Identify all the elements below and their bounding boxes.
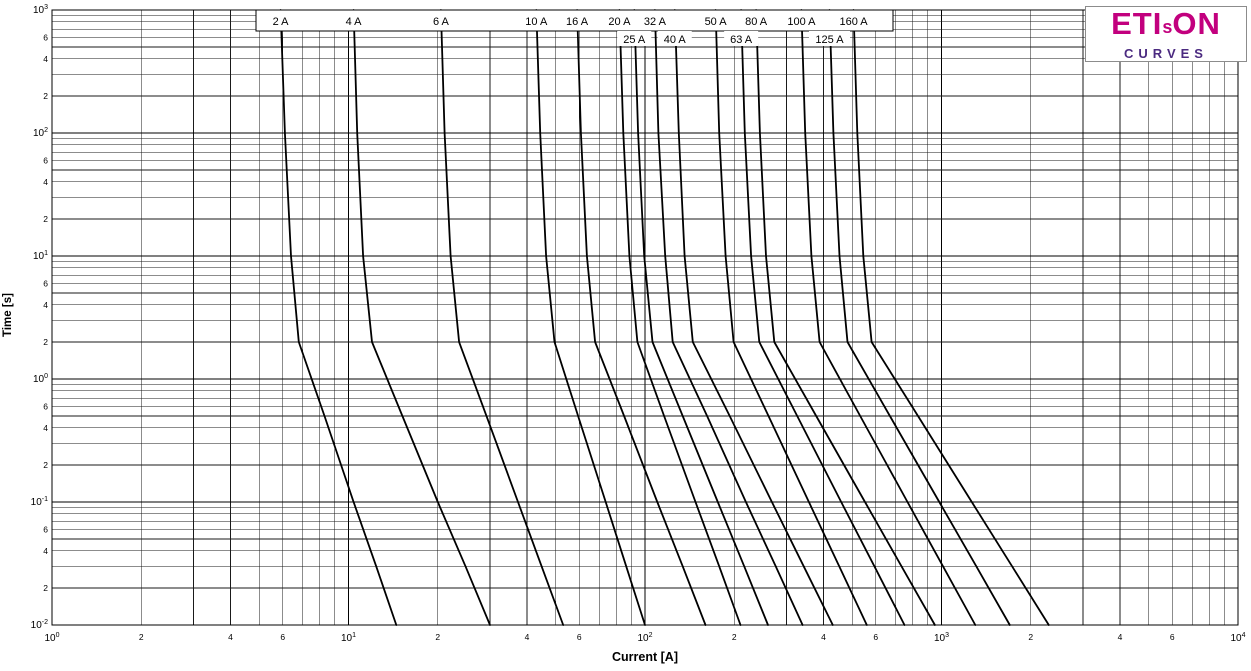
tick-label-minor-x: 2 [139,632,144,642]
tick-label-major: 104 [1230,632,1245,644]
curve-10A [535,9,646,626]
tick-label-minor-y: 6 [43,524,48,534]
tick-label-major: 100 [44,632,59,644]
tick-label-minor-x: 4 [821,632,826,642]
tick-label-minor-y: 4 [43,54,48,64]
tick-label-minor-y: 6 [43,278,48,288]
curve-25A [633,9,769,626]
y-axis-title: Time [s] [2,293,14,337]
tick-label-minor-x: 6 [873,632,878,642]
tick-label-major: 101 [341,632,356,644]
curve-32A [654,9,804,626]
curve-6A [440,9,565,626]
logo-wordmark: ETIsON [1086,6,1246,45]
curve-label-6A: 6 A [433,16,450,28]
tick-label-minor-y: 4 [43,423,48,433]
curve-label-bg [617,31,652,46]
tick-label-minor-y: 6 [43,32,48,42]
curve-label-4A: 4 A [346,16,363,28]
curve-labels: 2 A 4 A 6 A 10 A 16 A 20 A 25 A 32 A 40 A 50 A63 … [255,9,894,46]
tick-label-major: 10-1 [31,496,48,508]
curve-label-bg [808,31,850,46]
logo-s-text: s [1162,17,1173,37]
curve-label-80A: 80 A [745,16,768,28]
tick-label-major: 103 [934,632,949,644]
logo-eti-text: ETI [1111,6,1163,41]
tick-label-minor-x: 6 [1170,632,1175,642]
curve-100A [800,9,977,626]
grid [51,9,1239,626]
tick-label-minor-x: 6 [577,632,582,642]
curve-125A [828,9,1011,626]
curves [279,9,1050,626]
tick-label-major: 101 [33,250,48,262]
curve-20A [618,9,742,626]
tick-label-major: 102 [33,127,48,139]
tick-label-major: 100 [33,373,48,385]
tick-label-minor-y: 6 [43,155,48,165]
tick-label-minor-y: 6 [43,401,48,411]
curve-50A [714,9,868,626]
curve-label-40A: 40 A [664,34,687,46]
tick-label-minor-y: 2 [43,583,48,593]
curve-16A [576,9,707,626]
curve-2A [279,9,398,626]
tick-label-minor-x: 4 [228,632,233,642]
curve-label-63A: 63 A [730,34,753,46]
tick-label-minor-y: 4 [43,546,48,556]
tick-label-minor-x: 4 [525,632,530,642]
tick-label-minor-y: 2 [43,460,48,470]
curve-label-2A: 2 A [273,16,290,28]
tick-label-minor-y: 2 [43,337,48,347]
tick-label-minor-x: 2 [1028,632,1033,642]
tick-label-minor-x: 2 [732,632,737,642]
curve-label-bg [657,31,692,46]
tick-label-major: 102 [637,632,652,644]
curve-63A [740,9,906,626]
curve-label-50A: 50 A [705,16,728,28]
curve-label-bg [724,31,759,46]
tick-label-major: 103 [33,4,48,16]
curve-label-32A: 32 A [644,16,667,28]
x-axis-title: Current [A] [612,650,678,664]
logo-on-text: ON [1172,6,1221,41]
tick-label-minor-y: 4 [43,177,48,187]
tick-label-minor-y: 2 [43,91,48,101]
logo-curves-text: CURVES [1124,46,1208,61]
tick-label-major: 10-2 [31,619,48,631]
curve-label-box [255,9,894,32]
curve-label-100A: 100 A [787,16,816,28]
curve-label-20A: 20 A [608,16,631,28]
curve-4A [352,9,491,626]
curve-label-160A: 160 A [839,16,868,28]
curve-160A [852,9,1050,626]
curve-80A [755,9,936,626]
tick-label-minor-y: 2 [43,214,48,224]
tick-label-minor-y: 4 [43,300,48,310]
tick-label-minor-x: 6 [280,632,285,642]
tick-label-minor-x: 4 [1118,632,1123,642]
curve-label-125A: 125 A [815,34,844,46]
tick-label-minor-x: 2 [435,632,440,642]
curve-40A [673,9,834,626]
curve-label-25A: 25 A [623,34,646,46]
etison-logo: ETIsON CURVES [1085,6,1247,62]
curve-label-10A: 10 A [525,16,548,28]
curve-label-16A: 16 A [566,16,589,28]
